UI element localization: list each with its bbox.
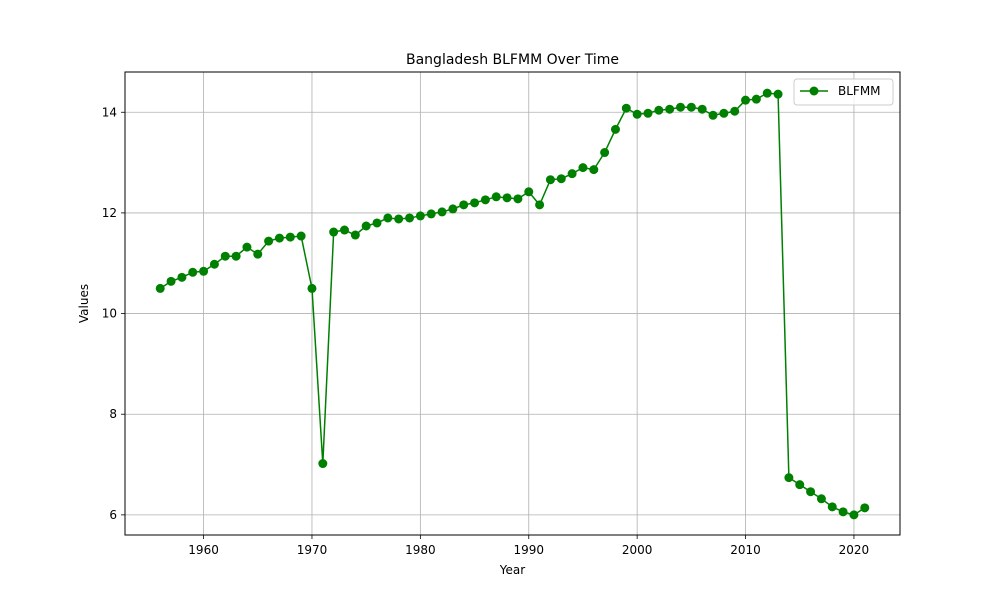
- data-point: [394, 214, 404, 224]
- data-point: [285, 232, 295, 242]
- data-point: [231, 251, 241, 261]
- y-axis-title: Values: [77, 284, 91, 323]
- data-point: [589, 165, 599, 175]
- data-point: [307, 283, 317, 293]
- y-tick-label: 6: [109, 508, 117, 522]
- x-tick-label: 1980: [405, 543, 436, 557]
- data-point: [448, 204, 458, 214]
- data-point: [415, 211, 425, 221]
- data-point: [383, 213, 393, 223]
- data-point: [253, 249, 263, 259]
- data-point: [643, 108, 653, 118]
- data-point: [535, 200, 545, 210]
- x-tick-label: 1970: [297, 543, 328, 557]
- data-point: [556, 174, 566, 184]
- data-point: [470, 198, 480, 208]
- data-point: [361, 221, 371, 231]
- data-point: [686, 102, 696, 112]
- data-point: [242, 242, 252, 252]
- data-point: [188, 267, 198, 277]
- data-point: [719, 108, 729, 118]
- grid-lines: [125, 72, 900, 535]
- data-point: [502, 193, 512, 203]
- data-point: [339, 225, 349, 235]
- y-tick-label: 14: [102, 105, 117, 119]
- x-tick-label: 2000: [622, 543, 653, 557]
- chart-title: Bangladesh BLFMM Over Time: [406, 52, 619, 68]
- x-tick-label: 1990: [513, 543, 544, 557]
- data-point: [795, 480, 805, 490]
- data-point: [426, 209, 436, 219]
- data-point: [816, 494, 826, 504]
- data-point: [437, 207, 447, 217]
- plot-frame: [124, 71, 901, 536]
- y-tick-label: 8: [109, 407, 117, 421]
- data-point: [784, 473, 794, 483]
- data-point: [480, 195, 490, 205]
- data-point: [177, 272, 187, 282]
- data-point: [860, 503, 870, 513]
- data-point: [838, 507, 848, 517]
- data-point: [513, 194, 523, 204]
- data-point: [708, 110, 718, 120]
- data-point: [199, 266, 209, 276]
- data-point: [524, 187, 534, 197]
- x-tick-label: 2010: [730, 543, 761, 557]
- data-point: [567, 169, 577, 179]
- data-point: [827, 502, 837, 512]
- data-point: [849, 510, 859, 520]
- data-point: [274, 233, 284, 243]
- data-point: [665, 104, 675, 114]
- legend: BLFMM: [793, 78, 894, 106]
- data-point: [350, 230, 360, 240]
- data-point: [329, 227, 339, 237]
- data-point: [730, 106, 740, 116]
- data-point: [491, 192, 501, 202]
- x-tick-label: 2020: [839, 543, 870, 557]
- data-point: [545, 175, 555, 185]
- data-point: [318, 459, 328, 469]
- data-point: [806, 487, 816, 497]
- data-point: [751, 94, 761, 104]
- legend-label: BLFMM: [838, 84, 881, 98]
- series-layer: [155, 88, 870, 520]
- y-tick-label: 10: [102, 307, 117, 321]
- x-axis-title: Year: [499, 563, 525, 577]
- y-tick-label: 12: [102, 206, 117, 220]
- data-point: [762, 88, 772, 98]
- legend-marker: [809, 86, 819, 96]
- data-point: [632, 109, 642, 119]
- data-point: [459, 200, 469, 210]
- data-point: [155, 283, 165, 293]
- data-point: [372, 218, 382, 228]
- data-point: [578, 163, 588, 173]
- data-point: [741, 95, 751, 105]
- data-point: [654, 105, 664, 115]
- data-point: [610, 124, 620, 134]
- x-tick-label: 1960: [188, 543, 219, 557]
- data-point: [296, 231, 306, 241]
- data-point: [220, 251, 230, 261]
- data-point: [600, 148, 610, 158]
- data-point: [697, 104, 707, 114]
- data-point: [773, 89, 783, 99]
- data-point: [676, 102, 686, 112]
- data-point: [209, 259, 219, 269]
- legend-box: [793, 78, 894, 106]
- data-point: [264, 236, 274, 246]
- data-point: [405, 213, 415, 223]
- data-point: [166, 276, 176, 286]
- data-point: [621, 103, 631, 113]
- axis-ticks: 1960 1970 1980 1990 2000 2010 2020 6 8 10 12 14: [102, 105, 869, 557]
